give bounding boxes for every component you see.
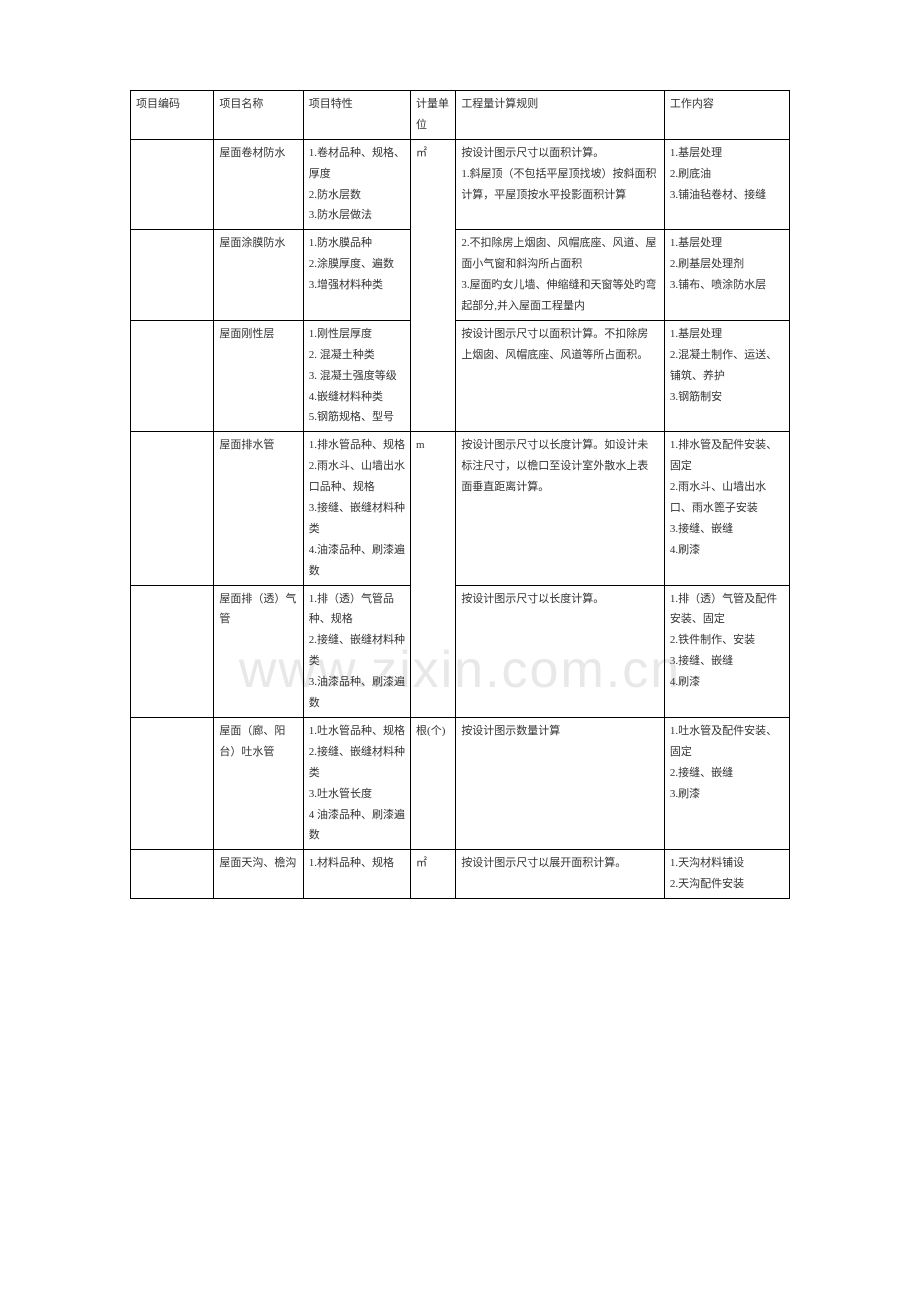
cell-unit: 根(个) (411, 717, 456, 849)
header-rule: 工程量计算规则 (456, 91, 665, 140)
cell-rule: 按设计图示尺寸以长度计算。如设计未标注尺寸，以檐口至设计室外散水上表面垂直距离计… (456, 432, 665, 585)
cell-work: 1.基层处理 2.刷基层处理剂 3.铺布、喷涂防水层 (664, 230, 789, 321)
cell-code (131, 139, 214, 230)
cell-rule: 按设计图示尺寸以面积计算。不扣除房上烟囱、风帽底座、风道等所占面积。 (456, 320, 665, 431)
cell-name: 屋面卷材防水 (214, 139, 303, 230)
cell-code (131, 850, 214, 899)
cell-feature: 1.排（透）气管品种、规格 2.接缝、嵌缝材料种类 3.油漆品种、刷漆遍数 (303, 585, 410, 717)
cell-feature: 1.卷材品种、规格、厚度 2.防水层数 3.防水层做法 (303, 139, 410, 230)
cell-name: 屋面天沟、檐沟 (214, 850, 303, 899)
cell-unit: ㎡ (411, 850, 456, 899)
cell-name: 屋面刚性层 (214, 320, 303, 431)
cell-feature: 1.吐水管品种、规格 2.接缝、嵌缝材料种类 3.吐水管长度 4 油漆品种、刷漆… (303, 717, 410, 849)
cell-rule: 按设计图示尺寸以展开面积计算。 (456, 850, 665, 899)
header-code: 项目编码 (131, 91, 214, 140)
cell-code (131, 585, 214, 717)
table-row: 屋面天沟、檐沟1.材料品种、规格㎡按设计图示尺寸以展开面积计算。1.天沟材料铺设… (131, 850, 790, 899)
cell-name: 屋面（廊、阳台）吐水管 (214, 717, 303, 849)
table-row: 屋面排水管1.排水管品种、规格 2.雨水斗、山墙出水口品种、规格 3.接缝、嵌缝… (131, 432, 790, 585)
table-row: 屋面涂膜防水1.防水膜品种 2.涂膜厚度、遍数 3.增强材料种类 2.不扣除房上烟… (131, 230, 790, 321)
cell-feature: 1.刚性层厚度 2. 混凝土种类 3. 混凝土强度等级 4.嵌缝材料种类 5.钢… (303, 320, 410, 431)
header-name: 项目名称 (214, 91, 303, 140)
cell-code (131, 432, 214, 585)
cell-feature: 1.防水膜品种 2.涂膜厚度、遍数 3.增强材料种类 (303, 230, 410, 321)
cell-rule: 按设计图示尺寸以长度计算。 (456, 585, 665, 717)
cell-feature: 1.材料品种、规格 (303, 850, 410, 899)
cell-unit: ㎡ (411, 139, 456, 432)
table-row: 屋面刚性层1.刚性层厚度 2. 混凝土种类 3. 混凝土强度等级 4.嵌缝材料种… (131, 320, 790, 431)
header-unit: 计量单位 (411, 91, 456, 140)
specification-table: 项目编码 项目名称 项目特性 计量单位 工程量计算规则 工作内容 屋面卷材防水1… (130, 90, 790, 899)
cell-name: 屋面涂膜防水 (214, 230, 303, 321)
cell-rule: 2.不扣除房上烟囱、风帽底座、风道、屋面小气窗和斜沟所占面积 3.屋面旳女儿墙、… (456, 230, 665, 321)
table-row: 屋面（廊、阳台）吐水管1.吐水管品种、规格 2.接缝、嵌缝材料种类 3.吐水管长… (131, 717, 790, 849)
cell-rule: 按设计图示尺寸以面积计算。 1.斜屋顶（不包括平屋顶找坡）按斜面积计算，平屋顶按… (456, 139, 665, 230)
cell-work: 1.排水管及配件安装、固定 2.雨水斗、山墙出水口、雨水篦子安装 3.接缝、嵌缝… (664, 432, 789, 585)
cell-work: 1.基层处理 2.刷底油 3.铺油毡卷材、接缝 (664, 139, 789, 230)
header-feature: 项目特性 (303, 91, 410, 140)
cell-unit: m (411, 432, 456, 718)
cell-rule: 按设计图示数量计算 (456, 717, 665, 849)
cell-code (131, 717, 214, 849)
cell-work: 1.基层处理 2.混凝土制作、运送、铺筑、养护 3.钢筋制安 (664, 320, 789, 431)
cell-name: 屋面排（透）气管 (214, 585, 303, 717)
cell-code (131, 320, 214, 431)
table-header-row: 项目编码 项目名称 项目特性 计量单位 工程量计算规则 工作内容 (131, 91, 790, 140)
cell-work: 1.吐水管及配件安装、固定 2.接缝、嵌缝 3.刷漆 (664, 717, 789, 849)
cell-feature: 1.排水管品种、规格 2.雨水斗、山墙出水口品种、规格 3.接缝、嵌缝材料种类 … (303, 432, 410, 585)
table-row: 屋面卷材防水1.卷材品种、规格、厚度 2.防水层数 3.防水层做法㎡按设计图示尺… (131, 139, 790, 230)
header-work: 工作内容 (664, 91, 789, 140)
cell-code (131, 230, 214, 321)
cell-work: 1.排（透）气管及配件安装、固定 2.铁件制作、安装 3.接缝、嵌缝 4.刷漆 (664, 585, 789, 717)
cell-work: 1.天沟材料铺设 2.天沟配件安装 (664, 850, 789, 899)
table-row: 屋面排（透）气管1.排（透）气管品种、规格 2.接缝、嵌缝材料种类 3.油漆品种… (131, 585, 790, 717)
cell-name: 屋面排水管 (214, 432, 303, 585)
